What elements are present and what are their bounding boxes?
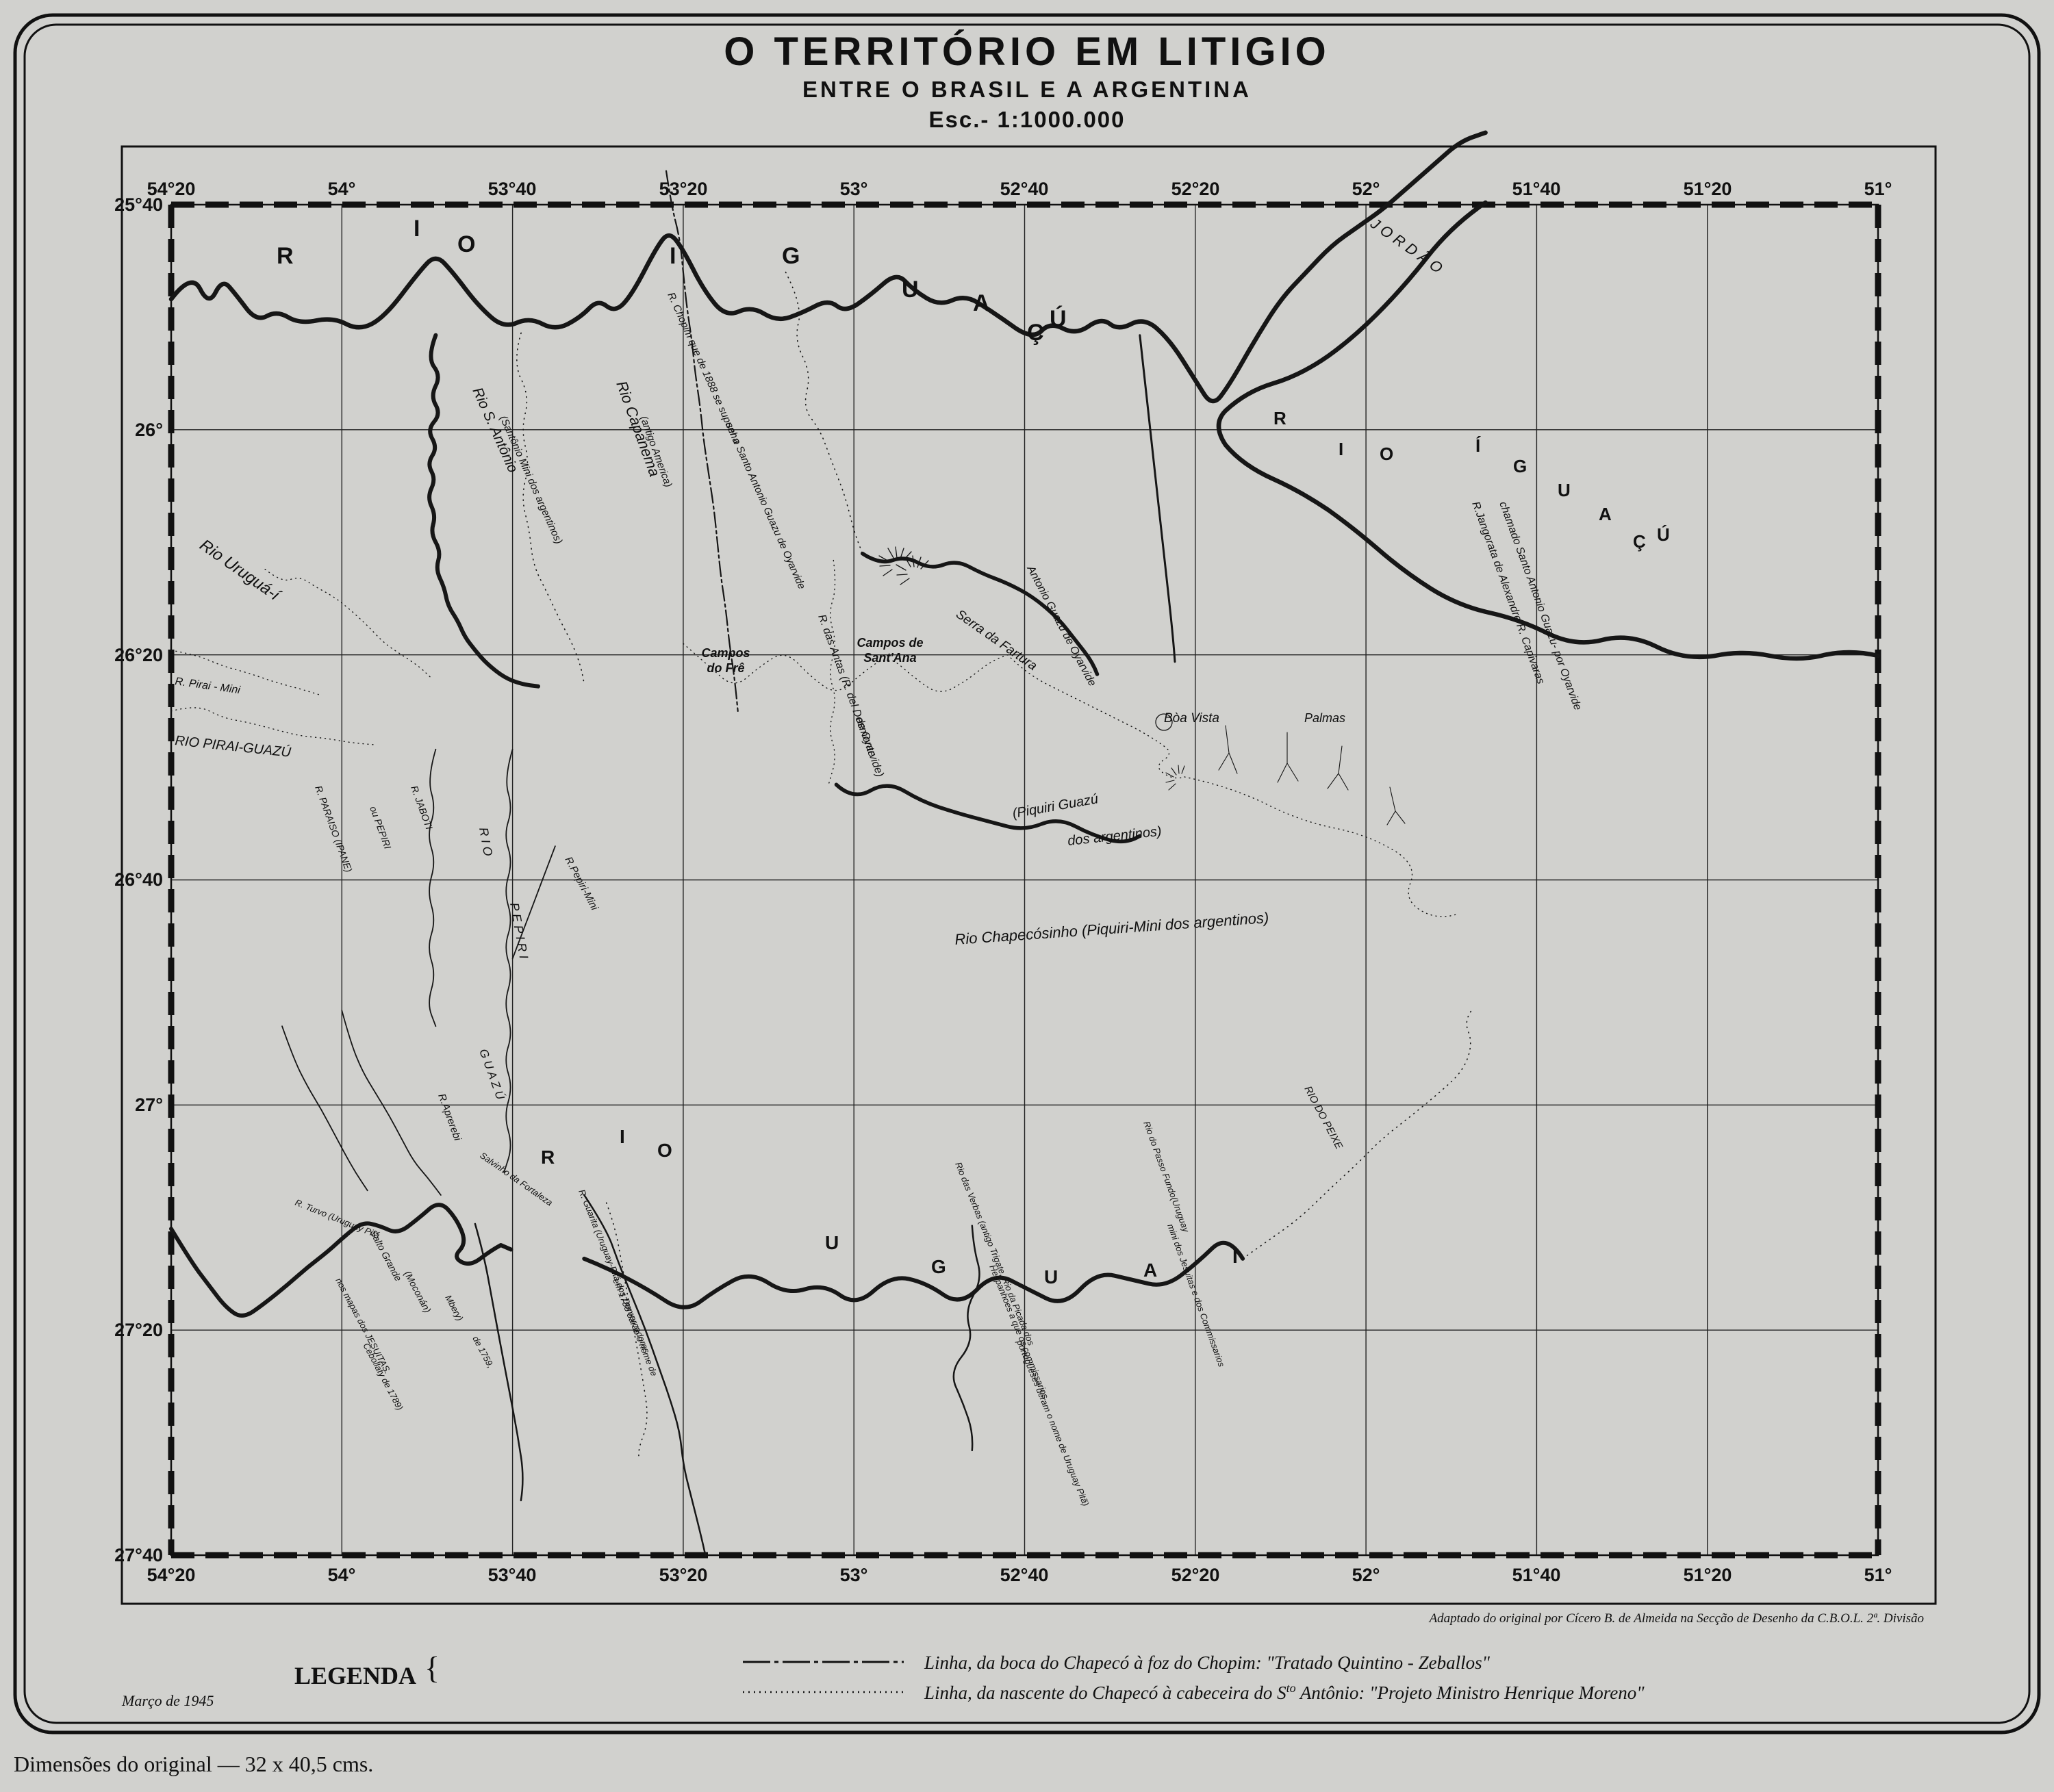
svg-text:54°20: 54°20 — [147, 1565, 196, 1585]
svg-text:Í: Í — [1475, 435, 1481, 456]
svg-text:Palmas: Palmas — [1304, 711, 1345, 725]
svg-text:I: I — [670, 243, 676, 269]
svg-text:52°20: 52°20 — [1171, 1565, 1220, 1585]
svg-text:52°: 52° — [1352, 1565, 1380, 1585]
svg-text:A: A — [1143, 1259, 1157, 1281]
svg-text:R: R — [1273, 408, 1286, 428]
svg-text:51°20: 51°20 — [1684, 1565, 1732, 1585]
svg-text:I: I — [620, 1126, 625, 1147]
svg-text:53°40: 53°40 — [488, 1565, 537, 1585]
svg-text:25°40: 25°40 — [114, 194, 163, 215]
svg-text:Campos de: Campos de — [857, 636, 923, 650]
svg-text:U: U — [1044, 1266, 1058, 1288]
svg-text:53°: 53° — [840, 179, 868, 199]
svg-text:51°40: 51°40 — [1512, 1565, 1561, 1585]
svg-text:Ç: Ç — [1027, 320, 1044, 346]
svg-text:Linha, da nascente do Chapecó: Linha, da nascente do Chapecó à cabeceir… — [924, 1681, 1645, 1703]
svg-text:52°40: 52°40 — [1000, 179, 1049, 199]
svg-text:Campos: Campos — [701, 646, 750, 660]
svg-text:U: U — [825, 1232, 839, 1253]
svg-text:I: I — [1232, 1246, 1238, 1267]
svg-text:I: I — [414, 216, 420, 242]
svg-text:27°: 27° — [135, 1095, 163, 1115]
svg-text:{: { — [424, 1650, 440, 1685]
svg-text:O: O — [457, 231, 475, 257]
svg-text:do Frê: do Frê — [707, 661, 744, 675]
svg-text:I: I — [1339, 439, 1343, 459]
svg-text:LEGENDA: LEGENDA — [294, 1662, 416, 1689]
svg-text:51°40: 51°40 — [1512, 179, 1561, 199]
svg-text:Março de 1945: Março de 1945 — [121, 1692, 214, 1709]
svg-text:53°40: 53°40 — [488, 179, 537, 199]
svg-text:Linha, da boca do Chapecó à fo: Linha, da boca do Chapecó à foz do Chopi… — [924, 1652, 1491, 1673]
svg-text:Adaptado do original por Cícer: Adaptado do original por Cícero B. de Al… — [1428, 1611, 1924, 1626]
svg-text:26°20: 26°20 — [114, 645, 163, 665]
svg-text:27°40: 27°40 — [114, 1545, 163, 1565]
svg-text:27°20: 27°20 — [114, 1320, 163, 1340]
svg-text:O: O — [1380, 444, 1393, 464]
svg-text:Esc.- 1:1000.000: Esc.- 1:1000.000 — [928, 107, 1125, 132]
svg-text:26°40: 26°40 — [114, 869, 163, 890]
svg-text:53°20: 53°20 — [659, 179, 708, 199]
svg-text:A: A — [1599, 504, 1612, 524]
svg-text:Ç: Ç — [1633, 531, 1646, 552]
svg-text:Dimensões do original — 32 x 4: Dimensões do original — 32 x 40,5 cms. — [14, 1752, 373, 1776]
svg-text:R: R — [541, 1147, 555, 1168]
svg-text:G: G — [931, 1256, 946, 1277]
svg-text:26°: 26° — [135, 420, 163, 440]
svg-text:52°20: 52°20 — [1171, 179, 1220, 199]
svg-text:51°: 51° — [1864, 179, 1892, 199]
svg-text:53°: 53° — [840, 1565, 868, 1585]
svg-text:54°: 54° — [328, 179, 356, 199]
svg-text:G: G — [782, 243, 800, 269]
svg-text:Ú: Ú — [1050, 306, 1067, 332]
svg-text:51°20: 51°20 — [1684, 179, 1732, 199]
svg-text:52°: 52° — [1352, 179, 1380, 199]
svg-text:O: O — [657, 1140, 672, 1161]
svg-text:Bòa Vista: Bòa Vista — [1164, 711, 1219, 726]
svg-text:G: G — [1513, 456, 1527, 476]
svg-text:U: U — [1558, 480, 1571, 500]
svg-text:54°: 54° — [328, 1565, 356, 1585]
svg-text:A: A — [973, 290, 990, 316]
svg-text:51°: 51° — [1864, 1565, 1892, 1585]
svg-text:53°20: 53°20 — [659, 1565, 708, 1585]
svg-text:O TERRITÓRIO EM LITIGIO: O TERRITÓRIO EM LITIGIO — [724, 29, 1330, 74]
svg-text:U: U — [902, 277, 919, 303]
svg-text:52°40: 52°40 — [1000, 1565, 1049, 1585]
svg-text:Sant'Ana: Sant'Ana — [863, 651, 916, 665]
svg-text:R: R — [277, 243, 294, 269]
svg-text:ENTRE O BRASIL E A ARGENTINA: ENTRE O BRASIL E A ARGENTINA — [802, 77, 1252, 102]
svg-text:Ú: Ú — [1657, 524, 1670, 545]
